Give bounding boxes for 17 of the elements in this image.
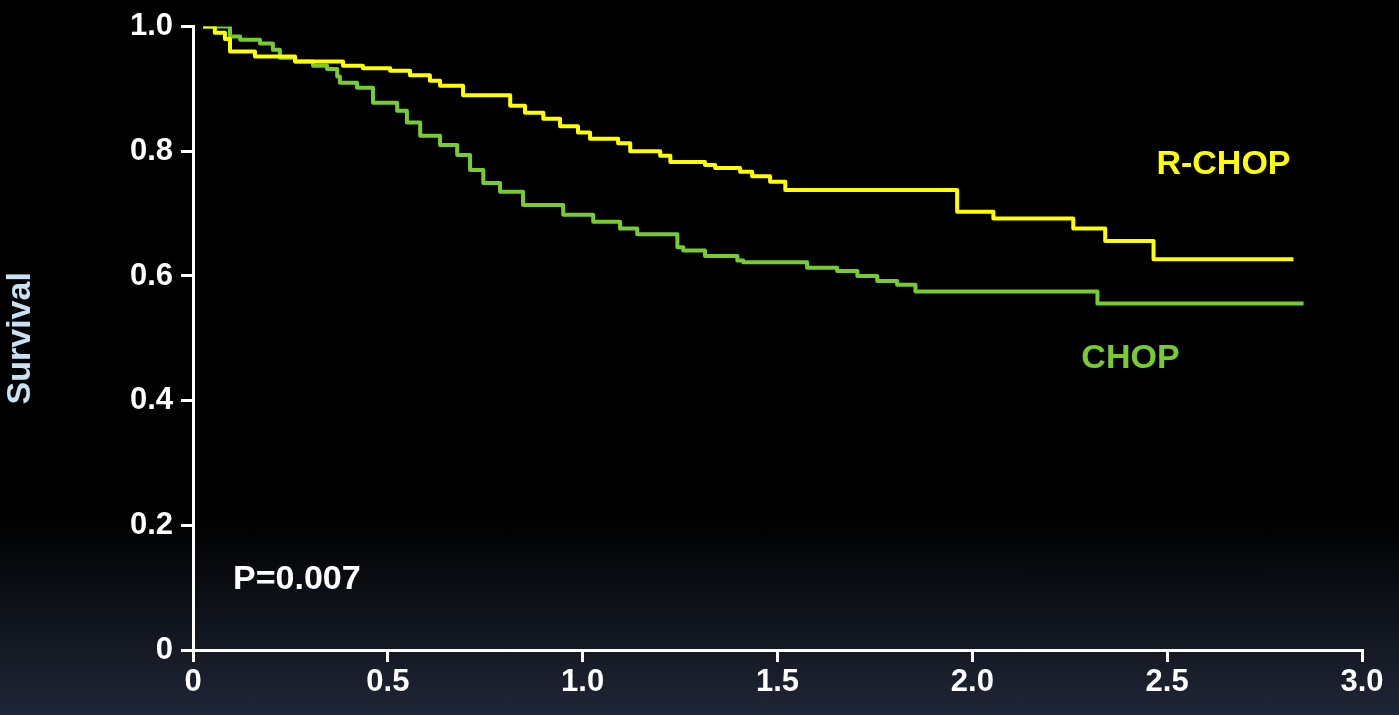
y-tick-label: 0.4	[129, 381, 174, 417]
series-label: R-CHOP	[1156, 142, 1291, 181]
series-label: CHOP	[1081, 336, 1180, 375]
x-tick-label: 2.0	[950, 663, 994, 699]
y-tick-label: 1.0	[129, 7, 173, 43]
y-tick-label: 0	[155, 630, 173, 666]
x-tick-label: 0	[184, 663, 202, 699]
x-tick-label: 1.0	[561, 663, 605, 699]
y-tick-label: 0.8	[129, 131, 173, 167]
y-axis-title: Survival	[0, 272, 37, 405]
x-tick-label: 1.5	[755, 663, 800, 699]
annotation: P=0.007	[233, 558, 361, 597]
y-tick-label: 0.2	[129, 505, 173, 541]
y-tick-label: 0.6	[129, 256, 173, 292]
x-tick-label: 0.5	[366, 663, 410, 699]
x-tick-label: 2.5	[1145, 663, 1189, 699]
x-tick-label: 3.0	[1340, 663, 1384, 699]
